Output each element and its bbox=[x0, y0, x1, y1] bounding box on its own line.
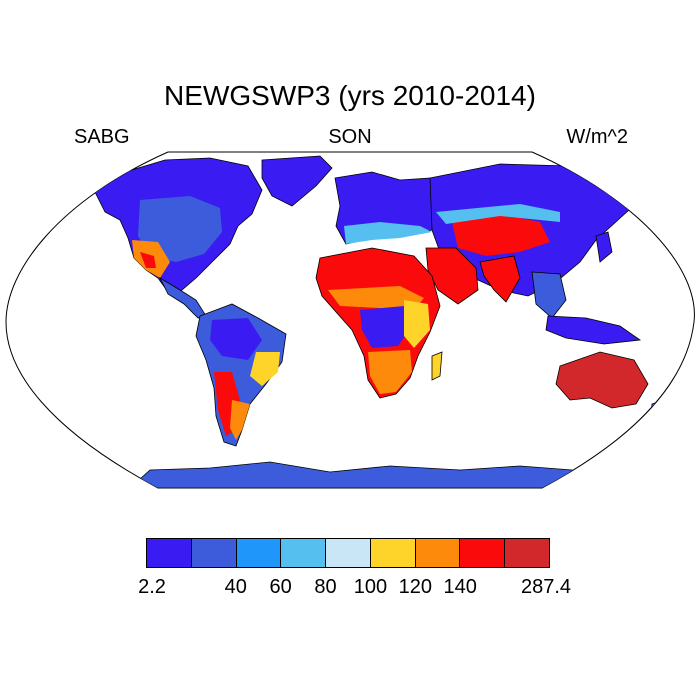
congo-basin bbox=[360, 306, 412, 348]
colorbar-tick-label: 287.4 bbox=[520, 576, 572, 598]
colorbar-tick-label: 40 bbox=[224, 576, 247, 598]
colorbar-box bbox=[281, 539, 327, 567]
colorbar-box bbox=[191, 539, 237, 567]
variable-label: SABG bbox=[74, 126, 130, 148]
colorbar-tick-label: 60 bbox=[269, 576, 292, 598]
colorbar-box bbox=[460, 539, 506, 567]
colorbar-box bbox=[415, 539, 461, 567]
sw-desert-core bbox=[140, 252, 156, 268]
colorbar-tick-label: 2.2 bbox=[138, 576, 166, 598]
madagascar bbox=[431, 351, 443, 381]
australia bbox=[555, 351, 649, 409]
brazil-highlands bbox=[250, 352, 280, 386]
japan bbox=[595, 231, 613, 263]
colorbar-tick-label: 100 bbox=[353, 576, 388, 598]
colorbar-box bbox=[505, 539, 550, 567]
amazon-core bbox=[210, 318, 262, 360]
colorbar-tick-label: 80 bbox=[314, 576, 337, 598]
colorbar-box bbox=[370, 539, 416, 567]
colorbar-box bbox=[326, 539, 371, 567]
sahara-south bbox=[328, 286, 424, 310]
season-label: SON bbox=[328, 126, 372, 148]
patagonia bbox=[230, 400, 250, 440]
colorbar-box bbox=[236, 539, 282, 567]
plot-title: NEWGSWP3 (yrs 2010-2014) bbox=[164, 80, 536, 111]
east-africa bbox=[404, 300, 430, 348]
europe-south bbox=[344, 222, 432, 244]
colorbar-tick-label: 140 bbox=[443, 576, 477, 598]
asia-band bbox=[436, 204, 560, 224]
colorbar-box bbox=[147, 539, 192, 567]
new-zealand bbox=[649, 399, 665, 425]
colorbar-tick-label: 120 bbox=[398, 576, 433, 598]
india bbox=[479, 255, 521, 303]
greenland bbox=[261, 155, 333, 207]
colorbar bbox=[146, 538, 550, 568]
se-asia bbox=[531, 271, 567, 319]
indonesia bbox=[545, 315, 642, 345]
units-label: W/m^2 bbox=[566, 126, 628, 148]
central-asia bbox=[452, 214, 550, 256]
southern-africa bbox=[368, 350, 412, 394]
